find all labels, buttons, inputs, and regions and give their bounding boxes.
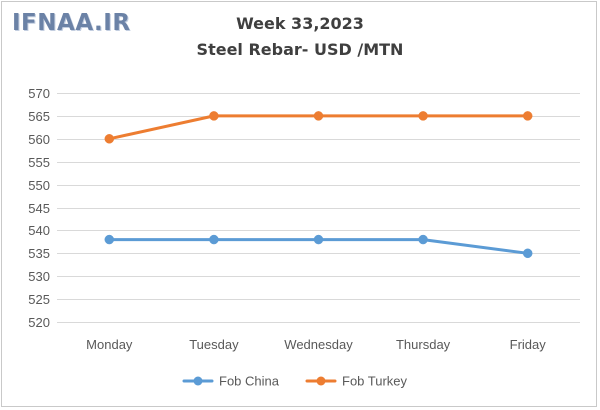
chart-title: Week 33,2023 [236,14,364,33]
data-point [418,111,428,121]
x-tick-label: Thursday [396,337,451,352]
gridlines [57,93,580,323]
x-tick-label: Wednesday [284,337,353,352]
legend-label: Fob China [219,374,280,389]
y-tick-label: 555 [28,155,50,170]
y-tick-label: 545 [28,201,50,216]
legend-item: Fob China [182,374,280,389]
watermark-logo: IFNAA.IR [12,10,131,36]
data-point [522,111,533,121]
data-point [104,234,115,245]
data-point [313,111,324,121]
y-tick-label: 565 [28,109,50,124]
chart-subtitle: Steel Rebar- USD /MTN [196,40,404,59]
legend-swatch-marker [193,376,203,386]
y-tick-label: 570 [28,86,50,101]
data-point [418,234,428,245]
data-point [313,234,324,245]
x-tick-label: Tuesday [189,337,239,352]
legend: Fob China Fob Turkey [182,374,408,389]
legend-item: Fob Turkey [305,374,408,389]
x-tick-label: Monday [86,337,133,352]
series-fob-china [104,234,533,259]
data-point [104,134,115,144]
y-axis: 520 525 530 535 540 545 550 555 560 565 570 [28,86,50,330]
data-point [522,248,533,259]
series-fob-turkey [104,111,533,144]
x-tick-label: Friday [510,337,547,352]
y-tick-label: 530 [28,269,50,284]
y-tick-label: 550 [28,178,50,193]
x-axis: Monday Tuesday Wednesday Thursday Friday [86,337,546,352]
legend-label: Fob Turkey [342,374,408,389]
y-tick-label: 540 [28,223,50,238]
y-tick-label: 535 [28,246,50,261]
legend-swatch-marker [316,376,326,386]
data-point [209,234,219,245]
data-point [209,111,219,121]
y-tick-label: 525 [28,292,50,307]
y-tick-label: 560 [28,132,50,147]
series [104,111,533,259]
y-tick-label: 520 [28,315,50,330]
